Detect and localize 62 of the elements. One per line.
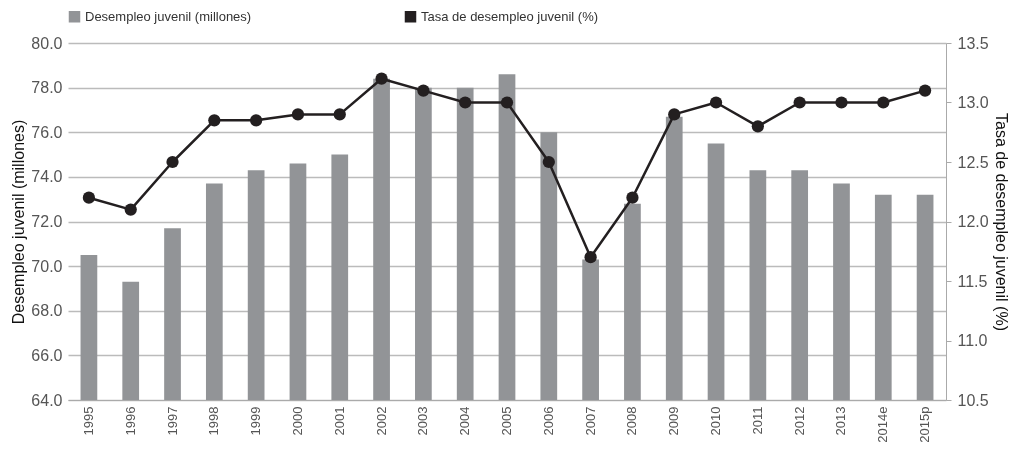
x-tick-label: 2007 <box>582 406 598 436</box>
y-tick-label: 70.0 <box>31 257 63 275</box>
point <box>877 96 890 109</box>
y-tick-label: 68.0 <box>31 302 63 320</box>
point <box>375 72 388 85</box>
point <box>500 96 514 109</box>
point <box>626 191 639 204</box>
point <box>793 96 806 109</box>
point <box>166 155 179 169</box>
point <box>417 84 430 97</box>
y-tick-label: 80.0 <box>31 34 63 52</box>
point <box>459 96 472 109</box>
x-tick-label: 2001 <box>331 406 347 436</box>
y2-tick-label: 13.0 <box>957 94 989 111</box>
point <box>250 114 263 127</box>
y-tick-label: 76.0 <box>31 123 63 141</box>
y2-tick-label: 13.5 <box>957 34 989 52</box>
y2-tick-label: 12.0 <box>957 213 989 230</box>
y2-tick-label: 12.5 <box>957 153 989 171</box>
x-tick-label: 2008 <box>624 406 640 436</box>
x-tick-label: 1997 <box>164 406 180 436</box>
x-tick-label: 2002 <box>373 406 389 436</box>
y-tick-label: 64.0 <box>31 391 63 409</box>
legend-label: Tasa de desempleo juvenil (%) <box>421 8 599 24</box>
point <box>751 120 764 133</box>
y-tick-label: 74.0 <box>31 168 63 186</box>
x-tick-label: 2003 <box>415 406 431 436</box>
x-tick-label: 1998 <box>206 406 222 436</box>
point <box>333 108 346 121</box>
point <box>82 191 96 204</box>
x-tick-label: 2015p <box>917 406 933 443</box>
x-tick-label: 2010 <box>708 406 724 436</box>
y2-tick-label: 10.5 <box>957 391 989 409</box>
point <box>918 84 932 97</box>
x-tick-label: 1999 <box>248 406 264 436</box>
x-tick-label: 1995 <box>80 406 96 436</box>
x-tick-label: 2011 <box>749 406 765 435</box>
y-tick-label: 66.0 <box>31 346 63 364</box>
point <box>835 96 848 109</box>
x-tick-label: 2009 <box>666 406 682 436</box>
legend-label: Desempleo juvenil (millones) <box>85 8 252 24</box>
y-tick-label: 72.0 <box>31 213 63 230</box>
y-axis-title: Desempleo juvenil (millones) <box>10 119 28 325</box>
point <box>124 203 137 216</box>
y2-tick-label: 11.5 <box>957 272 988 290</box>
point <box>291 108 305 121</box>
y2-tick-label: 11.0 <box>957 332 988 349</box>
point <box>584 251 597 264</box>
point <box>709 96 723 109</box>
point <box>542 155 555 169</box>
point <box>668 108 681 121</box>
x-tick-label: 1996 <box>122 406 138 436</box>
x-tick-label: 2004 <box>457 406 473 436</box>
x-tick-label: 2005 <box>499 406 514 436</box>
x-tick-label: 2013 <box>833 406 849 436</box>
x-tick-label: 2012 <box>791 406 807 436</box>
x-tick-label: 2000 <box>289 406 305 436</box>
x-tick-label: 2014e <box>875 406 891 443</box>
point <box>208 114 221 127</box>
x-tick-label: 2006 <box>540 406 556 436</box>
y-tick-label: 78.0 <box>31 79 63 97</box>
y2-axis-title: Tasa de desempleo juvenil (%) <box>992 113 1010 331</box>
